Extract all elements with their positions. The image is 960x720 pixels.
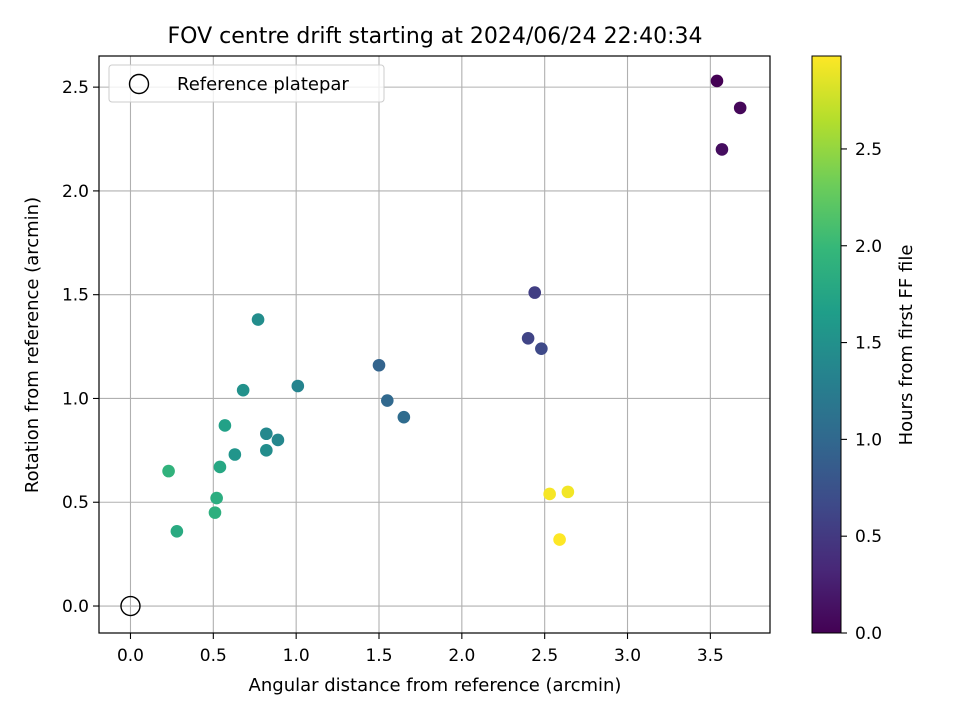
data-point [162, 464, 175, 478]
data-point [372, 358, 386, 372]
x-axis-ticks: 0.0 0.5 1.0 1.5 2.0 2.5 3.0 3.5 [117, 633, 724, 666]
reference-platepar-point [120, 595, 141, 617]
data-point [710, 74, 724, 88]
legend-reference-marker [128, 73, 150, 95]
colorbar-tick-label: 2.5 [855, 140, 882, 160]
data-point [291, 379, 305, 393]
y-tick-label: 1.5 [62, 286, 89, 306]
data-point [543, 487, 556, 501]
y-axis-label: Rotation from reference (arcmin) [22, 197, 43, 493]
y-tick-label: 2.5 [62, 78, 89, 98]
data-point [260, 427, 273, 441]
y-tick-label: 1.0 [62, 389, 89, 409]
data-point [251, 313, 265, 326]
legend-box [108, 64, 385, 103]
x-tick-label: 2.5 [531, 646, 558, 666]
data-point [218, 419, 232, 432]
x-axis-label: Angular distance from reference (arcmin) [249, 675, 622, 696]
data-point [210, 491, 223, 505]
legend: Reference platepar [108, 64, 385, 103]
y-tick-label: 2.0 [62, 182, 89, 202]
data-point [528, 286, 542, 299]
x-tick-label: 3.0 [614, 646, 641, 666]
x-tick-label: 0.0 [117, 646, 144, 666]
data-point [260, 444, 273, 457]
x-tick-label: 3.5 [697, 646, 724, 666]
data-point [733, 101, 747, 115]
data-point [213, 460, 227, 474]
data-point [228, 448, 242, 461]
data-point [553, 533, 566, 546]
y-tick-label: 0.5 [62, 493, 89, 513]
colorbar [811, 55, 842, 634]
data-point [236, 383, 250, 397]
data-point [170, 524, 184, 538]
data-point [521, 331, 535, 345]
grid [99, 56, 770, 633]
colorbar-tick-label: 1.5 [855, 334, 882, 354]
data-point [561, 485, 575, 499]
y-axis-ticks: 0.0 0.5 1.0 1.5 2.0 2.5 [62, 78, 99, 617]
data-point [397, 410, 411, 424]
colorbar-tick-label: 0.5 [855, 527, 882, 547]
data-point [208, 506, 222, 519]
x-tick-label: 1.0 [283, 646, 310, 666]
data-point [380, 394, 394, 407]
x-tick-label: 1.5 [365, 646, 392, 666]
y-tick-label: 0.0 [62, 597, 89, 617]
colorbar-ticks: 0.0 0.5 1.0 1.5 2.0 2.5 [841, 140, 882, 644]
data-point [535, 342, 548, 355]
data-point [271, 433, 285, 447]
data-point [715, 143, 729, 156]
colorbar-tick-label: 1.0 [855, 430, 882, 450]
x-tick-label: 0.5 [200, 646, 227, 666]
data-points [120, 74, 747, 617]
legend-label-reference-platepar: Reference platepar [177, 74, 349, 95]
chart-title: FOV centre drift starting at 2024/06/24 … [168, 24, 703, 49]
plot-frame [98, 55, 771, 634]
colorbar-label: Hours from first FF file [896, 245, 917, 446]
colorbar-tick-label: 0.0 [855, 624, 882, 644]
x-tick-label: 2.0 [448, 646, 475, 666]
colorbar-tick-label: 2.0 [855, 237, 882, 257]
